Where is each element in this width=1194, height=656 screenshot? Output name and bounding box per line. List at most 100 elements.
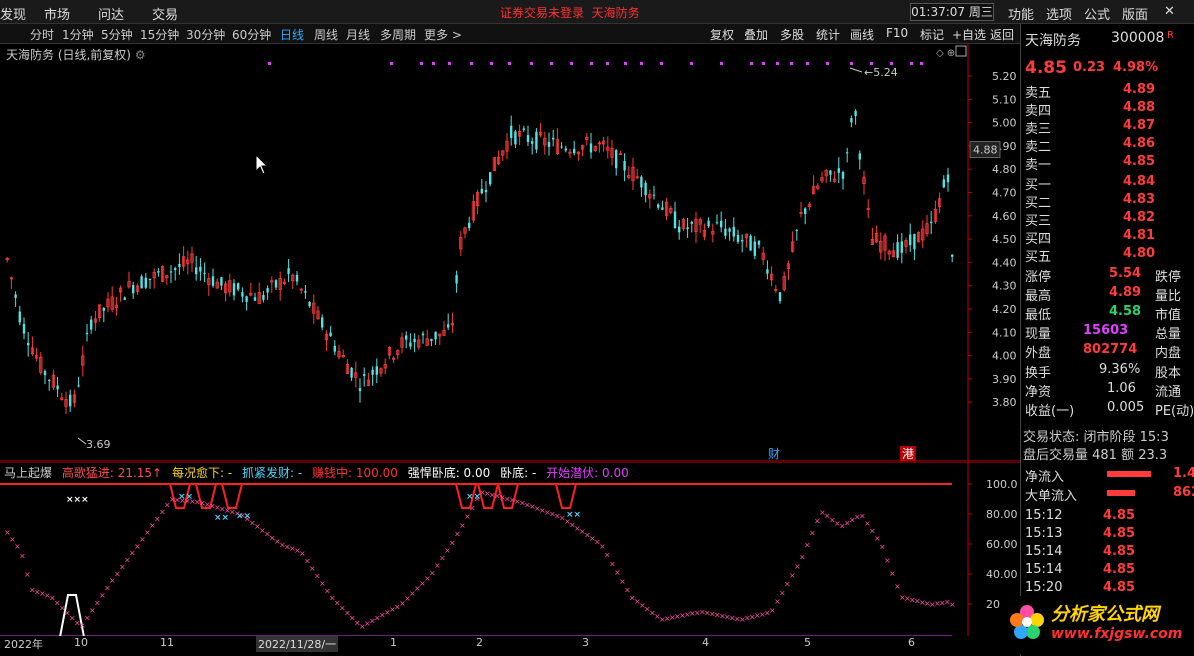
menu-trade[interactable]: 交易 [152,8,179,23]
candle [299,287,303,294]
candle [552,129,555,147]
candle [232,279,236,301]
overlay-button[interactable]: 叠加 [744,28,769,42]
indicator-point: × [104,584,111,593]
indicator-point: × [204,500,211,509]
indicator-point: × [114,569,121,578]
indicator-point: × [224,506,231,515]
restore-button[interactable]: 复权 [710,28,735,42]
f10-button[interactable]: F10 [886,26,909,40]
candle [820,171,824,184]
back-button[interactable]: 返回 [990,28,1015,42]
indicator-point: × [934,599,941,608]
multi-stock-button[interactable]: 多股 [780,28,805,42]
candle [492,157,497,172]
candle [249,282,253,297]
timeframe-toolbar: 分时 1分钟 5分钟 15分钟 30分钟 60分钟 日线 周线 月线 多周期 更… [0,24,1020,44]
stock-price-row: 4.85 0.23 4.98% [1025,58,1159,78]
candle [157,267,160,277]
tab-multi[interactable]: 多周期 [380,28,417,42]
indicator-point: × [294,546,301,555]
add-watchlist-button[interactable]: +自选 [952,28,987,42]
bid-label: 买五 [1025,250,1052,265]
candle [199,257,202,281]
tab-60min[interactable]: 60分钟 [232,28,272,42]
tab-daily[interactable]: 日线 [280,28,305,42]
candle [644,180,647,203]
indicator-point: × [864,519,871,528]
indicator-chart[interactable]: 100.080.0060.0040.0020.00×××××××××××××××… [0,462,1020,636]
indicator-point: × [49,594,56,603]
candle [375,358,378,383]
indicator-point: × [869,527,876,536]
indicator-point: × [479,488,486,497]
menu-layout[interactable]: 版面 [1122,8,1149,23]
indicator-point: × [924,599,931,608]
candle [938,192,942,214]
menu-discover[interactable]: 发现 [0,8,27,23]
candle [85,324,89,342]
candle [321,314,324,331]
cyan-marker: ×× [236,512,251,522]
settings-icon: ⚙ [134,48,146,62]
tab-5min[interactable]: 5分钟 [101,28,133,42]
candle [564,145,567,153]
indicator-tick: 60.00 [986,538,1018,551]
indicator-point: × [379,611,386,620]
candle [203,262,206,283]
signal-dot [550,62,553,65]
tab-more[interactable]: 更多 > [424,28,462,42]
mark-button[interactable]: 标记 [920,28,945,42]
indicator-point: × [329,594,336,603]
stats-button[interactable]: 统计 [816,28,841,42]
date-label: 1 [390,636,397,649]
menu-options[interactable]: 选项 [1046,8,1073,23]
menu-market[interactable]: 市场 [44,8,71,23]
candle [9,276,13,290]
draw-line-button[interactable]: 画线 [850,28,875,42]
candle [824,169,828,184]
signal-dot [590,62,593,65]
signal-dot [826,62,829,65]
tab-monthly[interactable]: 月线 [346,28,371,42]
candle [387,346,392,360]
menu-formula[interactable]: 公式 [1084,8,1111,23]
candlestick-chart[interactable]: 5.205.105.004.904.804.704.604.504.404.30… [0,44,1020,462]
close-icon[interactable]: ✕ [1164,4,1175,19]
indicator-point: × [544,508,551,517]
candle [854,109,857,125]
indicator-point: × [729,613,736,622]
price-tick: 4.00 [992,350,1017,363]
signal-dot [448,62,451,65]
tab-1min[interactable]: 1分钟 [62,28,94,42]
signal-dot [762,62,765,65]
menu-wenda[interactable]: 问达 [98,8,125,23]
chart-title: 天海防务 (日线,前复权) ⚙ [6,48,146,62]
candle [589,132,593,159]
indicator-point: × [134,542,141,551]
indicator-point: × [709,610,716,619]
indicator-point: × [394,602,401,611]
indicator-point: × [369,616,376,625]
tab-30min[interactable]: 30分钟 [186,28,226,42]
candle [144,273,147,290]
tab-fenshi[interactable]: 分时 [30,28,55,42]
candle [165,275,169,285]
tab-15min[interactable]: 15分钟 [140,28,180,42]
price-tick: 5.10 [992,93,1017,106]
candle [597,140,602,153]
signal-markers [268,62,923,65]
candle [190,246,194,272]
candle [345,359,350,374]
indicator-point: × [4,528,11,537]
indicator-point: × [449,538,456,547]
date-label: 3 [582,636,589,649]
tab-weekly[interactable]: 周线 [314,28,339,42]
bid-price: 4.83 [1123,192,1156,207]
after-hours: 盘后交易量 481 额 23.3 [1023,448,1168,463]
indicator-point: × [699,608,706,617]
chart-corner-icons: ◇ ⊕ [936,45,967,59]
login-notice[interactable]: 证券交易未登录 天海防务 [500,6,640,20]
candle [795,229,798,241]
menu-function[interactable]: 功能 [1008,8,1035,23]
